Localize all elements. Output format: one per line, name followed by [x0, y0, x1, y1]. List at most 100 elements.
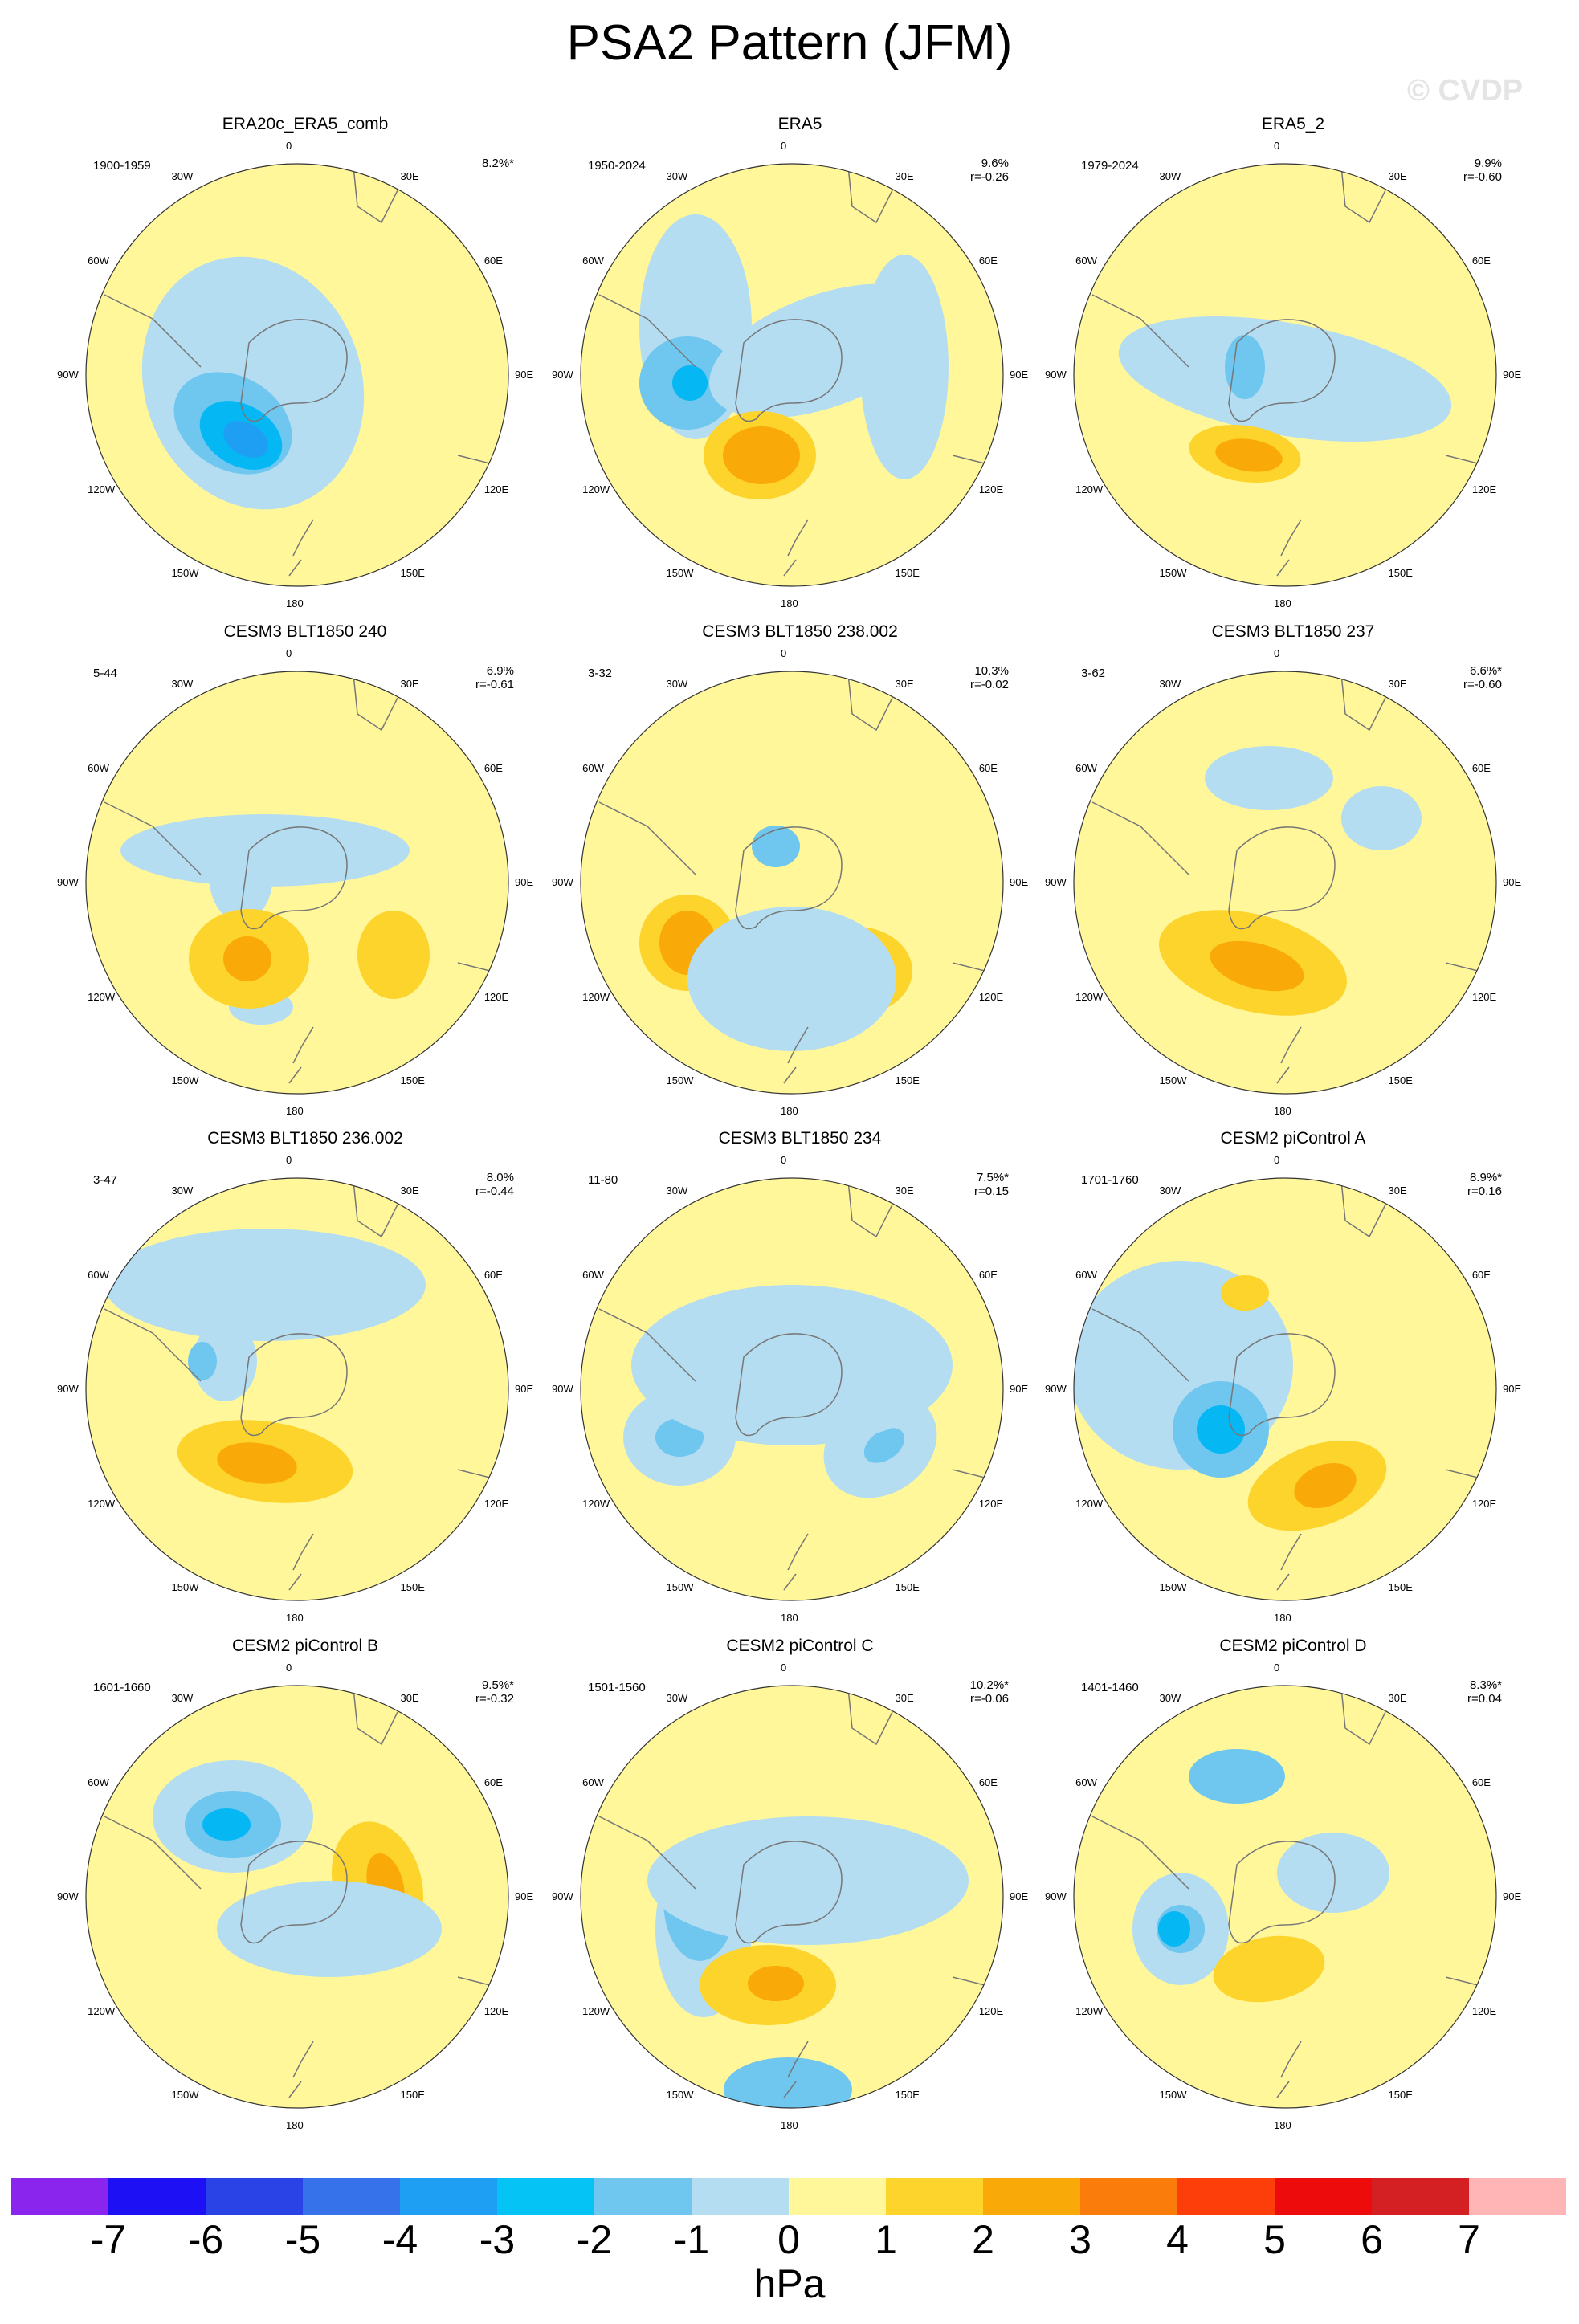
panel-years: 11-80 [588, 1173, 618, 1187]
colorbar-segment [692, 2178, 789, 2215]
longitude-label: 30E [1388, 678, 1407, 691]
globe-border [85, 671, 509, 1095]
africa-coastline [847, 1180, 893, 1238]
longitude-label: 90E [515, 1890, 534, 1902]
panel-title: ERA5_2 [1261, 115, 1325, 133]
panel-variance-percent: 10.3% [974, 664, 1009, 678]
polar-map [1073, 163, 1497, 587]
anomaly-contour [1294, 1462, 1357, 1509]
longitude-label: 30W [171, 170, 194, 183]
panel-pattern-correlation: r=-0.32 [475, 1692, 514, 1706]
longitude-label: 150W [1159, 1074, 1187, 1087]
longitude-label: 30W [1159, 1692, 1181, 1705]
colorbar-segment [789, 2178, 886, 2215]
panel-pattern-correlation: r=0.15 [974, 1184, 1009, 1198]
longitude-label: 120E [978, 2004, 1004, 2017]
globe-border [580, 1685, 1004, 2109]
new-zealand-coastline [783, 519, 809, 577]
map-panel: CESM3 BLT1850 237 3-62 6.6%* r=-0.60 0 30E 60E… [1044, 622, 1542, 1120]
longitude-label: 0 [1274, 140, 1280, 152]
antarctica-coastline [1228, 826, 1336, 930]
longitude-label: 120W [582, 2004, 610, 2017]
colorbar-segment [1469, 2178, 1566, 2215]
longitude-label: 0 [781, 1661, 787, 1674]
south-america-coastline [104, 1816, 202, 1890]
longitude-label: 60W [582, 761, 604, 774]
panel-title: ERA20c_ERA5_comb [222, 115, 389, 133]
colorbar-tick-label: 4 [1166, 2217, 1189, 2262]
anomaly-contour [863, 1428, 905, 1463]
colorbar-segment [1177, 2178, 1275, 2215]
longitude-label: 90W [1045, 369, 1067, 381]
antarctica-coastline [735, 826, 843, 930]
longitude-label: 60E [978, 1776, 998, 1788]
colorbar-segment [400, 2178, 497, 2215]
south-america-coastline [104, 801, 202, 875]
anomaly-contour [672, 365, 708, 401]
panel-pattern-correlation: r=-0.61 [475, 678, 514, 691]
longitude-label: 120E [1471, 990, 1497, 1003]
longitude-label: 60W [88, 1268, 109, 1281]
longitude-label: 120E [483, 990, 509, 1003]
longitude-label: 180 [781, 1105, 798, 1117]
anomaly-contour [1225, 335, 1265, 399]
colorbar-tick-label: -3 [479, 2217, 516, 2262]
longitude-label: 60E [1471, 761, 1491, 774]
colorbar-tick-label: 2 [972, 2217, 994, 2262]
anomaly-contour [1221, 1275, 1269, 1311]
globe-border [1073, 1177, 1497, 1601]
anomaly-contour [217, 1881, 442, 1977]
panel-title: ERA5 [777, 115, 822, 133]
longitude-label: 90W [1045, 876, 1067, 888]
longitude-label: 30E [895, 1692, 914, 1705]
longitude-label: 90E [515, 369, 534, 381]
new-zealand-coastline [783, 1026, 809, 1084]
longitude-label: 30W [666, 678, 688, 691]
anomaly-contour [357, 911, 430, 999]
longitude-label: 30E [400, 170, 419, 183]
longitude-label: 150E [895, 1074, 920, 1087]
panel-variance-percent: 6.9% [486, 664, 514, 678]
new-zealand-coastline [1276, 519, 1302, 577]
longitude-label: 60E [978, 1268, 998, 1281]
longitude-label: 60W [88, 1776, 109, 1788]
longitude-label: 120W [88, 1497, 116, 1510]
colorbar-segment [1372, 2178, 1469, 2215]
longitude-label: 150W [1159, 566, 1187, 579]
panel-pattern-correlation: r=-0.02 [970, 678, 1009, 691]
longitude-label: 120E [1471, 1497, 1497, 1510]
longitude-label: 150W [666, 1074, 694, 1087]
panel-years: 3-47 [93, 1173, 118, 1187]
longitude-label: 120E [978, 990, 1004, 1003]
anomaly-contour [193, 1321, 257, 1401]
south-america-coastline [598, 801, 696, 875]
longitude-label: 30W [1159, 678, 1181, 691]
antarctica-coastline [735, 1841, 843, 1944]
longitude-label: 90W [57, 1383, 79, 1395]
longitude-label: 180 [286, 1612, 304, 1624]
panel-title: CESM3 BLT1850 238.002 [702, 622, 898, 641]
panel-title: CESM3 BLT1850 236.002 [207, 1129, 403, 1148]
colorbar-tick-label: 0 [777, 2217, 800, 2262]
new-zealand-coastline [783, 1533, 809, 1591]
map-panel: ERA5 1950-2024 9.6% r=-0.26 0 30E 60E 90E 120E 15… [551, 115, 1049, 613]
polar-map [85, 1685, 509, 2109]
longitude-label: 180 [781, 597, 798, 610]
longitude-label: 30E [1388, 1692, 1407, 1705]
longitude-label: 0 [781, 647, 787, 659]
colorbar-tick-label: -2 [576, 2217, 613, 2262]
panel-pattern-correlation: r=-0.60 [1463, 678, 1502, 691]
longitude-label: 0 [1274, 1154, 1280, 1166]
longitude-label: 120W [1075, 990, 1104, 1003]
new-zealand-coastline [288, 1026, 314, 1084]
anomaly-contour [188, 1342, 217, 1380]
longitude-label: 30E [400, 1692, 419, 1705]
longitude-label: 90W [57, 369, 79, 381]
longitude-label: 120E [1471, 2004, 1497, 2017]
antarctica-coastline [240, 319, 348, 422]
longitude-label: 60E [483, 761, 503, 774]
new-zealand-coastline [288, 519, 314, 577]
longitude-label: 120W [582, 990, 610, 1003]
longitude-label: 90E [1503, 369, 1522, 381]
longitude-label: 60E [483, 254, 503, 267]
